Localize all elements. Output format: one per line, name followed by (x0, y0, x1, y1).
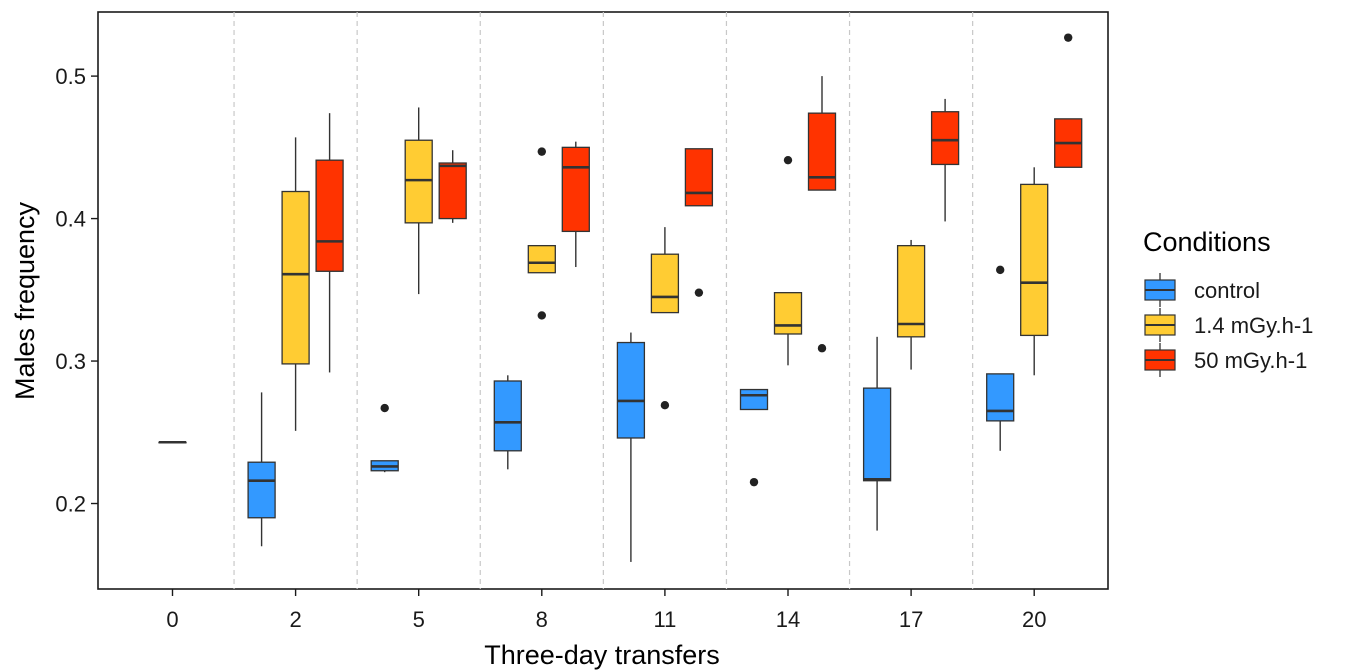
box-body (404, 139, 433, 224)
box-50-mgy-h-1-20 (1054, 33, 1083, 168)
box-control-20 (986, 265, 1015, 451)
x-axis-title: Three-day transfers (484, 640, 720, 670)
outlier-point (817, 344, 827, 353)
box-50-mgy-h-1-8 (561, 141, 590, 268)
x-tick-label: 0 (166, 607, 178, 632)
x-tick-label: 8 (536, 607, 548, 632)
x-tick-label: 14 (776, 607, 800, 632)
box-body (281, 190, 310, 365)
box-control-2 (247, 392, 276, 547)
box-body (1020, 183, 1049, 337)
box-control-5 (370, 403, 399, 473)
box-body (616, 341, 646, 439)
box-control-0 (158, 440, 187, 444)
x-tick-label: 2 (289, 607, 301, 632)
box-1-4-mgy-h-1-17 (896, 239, 926, 370)
box-50-mgy-h-1-2 (315, 113, 344, 373)
box-1-4-mgy-h-1-8 (527, 147, 556, 320)
outlier-point (694, 288, 704, 297)
box-body (684, 148, 714, 207)
box-body (896, 244, 926, 338)
outlier-point (783, 155, 793, 165)
box-control-11 (616, 332, 646, 562)
plot-area: 0.2 0.3 0.4 0.5 0 2 5 8 11 14 17 20 (55, 11, 1109, 632)
box-body (561, 146, 590, 233)
outlier-point (660, 401, 670, 410)
outlier-point (749, 477, 759, 487)
box-control-14 (739, 388, 769, 487)
legend: Conditions control 1.4 mGy.h-1 50 mGy.h-1 (1143, 227, 1313, 377)
legend-title: Conditions (1143, 227, 1271, 257)
box-body (438, 162, 467, 220)
box-1-4-mgy-h-1-14 (773, 155, 803, 366)
legend-label: 1.4 mGy.h-1 (1194, 313, 1313, 338)
box-50-mgy-h-1-14 (807, 76, 837, 353)
outlier-point (996, 265, 1005, 275)
box-body (773, 292, 803, 335)
outlier-point (1064, 33, 1073, 42)
box-1-4-mgy-h-1-2 (281, 137, 310, 431)
box-control-17 (862, 336, 892, 531)
y-tick-label: 0.2 (55, 492, 86, 517)
x-tick-label: 5 (413, 607, 425, 632)
legend-item: control (1144, 273, 1260, 307)
legend-item: 50 mGy.h-1 (1144, 343, 1307, 377)
box-1-4-mgy-h-1-11 (650, 227, 680, 410)
y-axis-title: Males frequency (10, 201, 40, 400)
x-tick-label: 20 (1022, 607, 1046, 632)
outlier-point (537, 147, 546, 156)
box-50-mgy-h-1-11 (684, 148, 714, 297)
box-body (493, 380, 522, 452)
y-tick-label: 0.3 (55, 349, 86, 374)
box-body (739, 388, 769, 411)
box-body (862, 387, 892, 482)
box-body (650, 253, 680, 314)
legend-item: 1.4 mGy.h-1 (1144, 308, 1313, 342)
y-tick-label: 0.5 (55, 64, 86, 89)
box-1-4-mgy-h-1-20 (1020, 167, 1049, 376)
box-control-8 (493, 375, 522, 470)
box-body (986, 373, 1015, 422)
x-tick-label: 17 (899, 607, 923, 632)
outlier-point (380, 403, 389, 413)
legend-label: 50 mGy.h-1 (1194, 348, 1307, 373)
box-body (527, 244, 556, 274)
box-50-mgy-h-1-17 (930, 98, 960, 222)
box-50-mgy-h-1-5 (438, 150, 467, 223)
y-tick-label: 0.4 (55, 207, 86, 232)
box-body (930, 111, 960, 166)
x-tick-label: 11 (653, 607, 676, 632)
legend-label: control (1194, 278, 1260, 303)
outlier-point (537, 311, 546, 320)
box-body (247, 461, 276, 519)
box-body (315, 159, 344, 272)
box-1-4-mgy-h-1-5 (404, 107, 433, 295)
